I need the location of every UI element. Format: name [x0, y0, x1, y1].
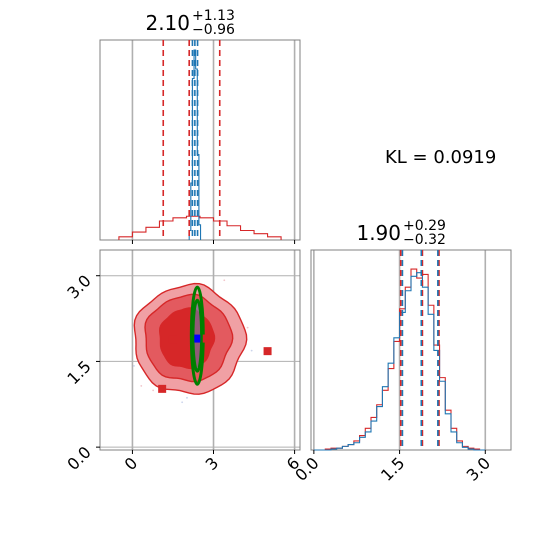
scatter-point [246, 326, 249, 329]
title-lower-error: −0.32 [403, 232, 446, 248]
marginal-2-title: 1.90 +0.29−0.32 [356, 218, 445, 248]
marginal-2-x-tick-label-1: 1.5 [377, 453, 408, 484]
marginal-1-title: 2.10 +1.13−0.96 [145, 8, 235, 38]
reference-histogram-1 [118, 215, 282, 240]
scatter-point [250, 349, 253, 352]
marginal-2-x-tick-label-2: 3.0 [463, 453, 494, 484]
marginal-2-frame [310, 249, 512, 451]
title-upper-error: +1.13 [192, 8, 235, 24]
scatter-point [140, 385, 143, 387]
reference-marker-0 [168, 335, 177, 344]
approx-marker [194, 334, 201, 343]
title-value: 2.10 [145, 11, 190, 35]
scatter-point [186, 396, 188, 399]
joint-x-tick-label-0: 0 [121, 453, 142, 474]
kl-divergence-label: KL = 0.0919 [385, 147, 497, 168]
joint-y-tick-label-2: 3.0 [63, 271, 94, 302]
title-value: 1.90 [356, 221, 401, 245]
reference-marker-1 [202, 334, 211, 343]
marginal-2-x-tick-label-0: 0.0 [291, 453, 322, 484]
title-lower-error: −0.96 [192, 22, 235, 38]
joint-frame [99, 249, 301, 451]
joint-y-tick-label-0: 0.0 [63, 443, 94, 474]
joint-y-tick-label-1: 1.5 [63, 357, 94, 388]
scatter-point [223, 279, 226, 282]
scatter-point [133, 364, 135, 367]
scatter-point [152, 389, 155, 392]
joint-x-tick-label-1: 3 [202, 453, 223, 474]
approx-histogram-2 [313, 272, 486, 451]
title-upper-error: +0.29 [403, 218, 446, 234]
reference-marker-3 [158, 384, 167, 393]
scatter-point [181, 401, 184, 404]
reference-marker-2 [263, 347, 272, 356]
marginal-1-frame [99, 39, 301, 241]
